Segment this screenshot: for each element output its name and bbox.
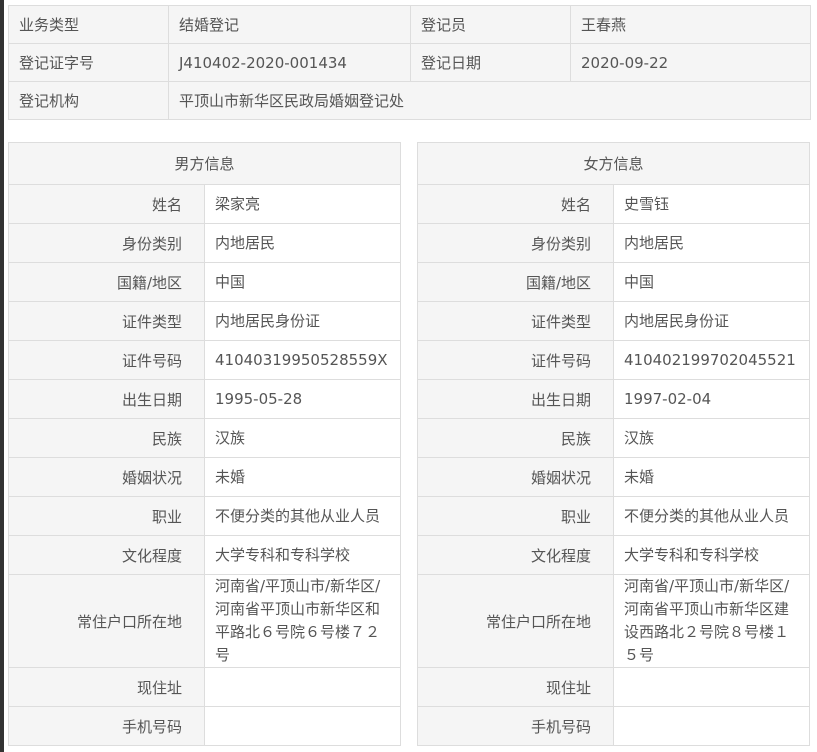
male-field-label: 文化程度: [8, 535, 205, 575]
male-field-value: 大学专科和专科学校: [204, 535, 401, 575]
table-row: 姓名 史雪钰: [417, 184, 810, 224]
registration-date-label: 登记日期: [410, 43, 571, 82]
table-row: 职业 不便分类的其他从业人员: [417, 496, 810, 536]
female-field-label: 文化程度: [417, 535, 614, 575]
table-row: 证件类型 内地居民身份证: [417, 301, 810, 341]
female-field-value: 中国: [613, 262, 810, 302]
male-field-value: 梁家亮: [204, 184, 401, 224]
table-row: 手机号码: [417, 706, 810, 746]
table-row: 证件号码 41040319950528559X: [8, 340, 401, 380]
male-field-value: 不便分类的其他从业人员: [204, 496, 401, 536]
female-field-label: 手机号码: [417, 706, 614, 746]
female-field-label: 民族: [417, 418, 614, 458]
female-field-label: 现住址: [417, 667, 614, 707]
male-field-value: 河南省/平顶山市/新华区/河南省平顶山市新华区和平路北６号院６号楼７２号: [204, 574, 401, 668]
male-field-label: 证件类型: [8, 301, 205, 341]
female-info-title: 女方信息: [417, 142, 810, 185]
male-field-label: 现住址: [8, 667, 205, 707]
registration-date-value: 2020-09-22: [570, 43, 811, 82]
female-field-value: 大学专科和专科学校: [613, 535, 810, 575]
table-row: 身份类别 内地居民: [8, 223, 401, 263]
table-row: 婚姻状况 未婚: [417, 457, 810, 497]
registration-org-label: 登记机构: [8, 81, 169, 120]
window-edge: [0, 0, 4, 752]
table-row: 常住户口所在地 河南省/平顶山市/新华区/河南省平顶山市新华区和平路北６号院６号楼…: [8, 574, 401, 668]
male-field-label: 出生日期: [8, 379, 205, 419]
table-row: 国籍/地区 中国: [8, 262, 401, 302]
table-row: 身份类别 内地居民: [417, 223, 810, 263]
female-field-label: 常住户口所在地: [417, 574, 614, 668]
female-field-label: 婚姻状况: [417, 457, 614, 497]
certificate-number-label: 登记证字号: [8, 43, 169, 82]
table-row: 手机号码: [8, 706, 401, 746]
table-row: 业务类型 结婚登记 登记员 王春燕: [8, 5, 811, 44]
table-row: 登记机构 平顶山市新华区民政局婚姻登记处: [8, 81, 811, 120]
table-row: 证件类型 内地居民身份证: [8, 301, 401, 341]
table-row: 民族 汉族: [417, 418, 810, 458]
female-field-value: 内地居民身份证: [613, 301, 810, 341]
female-field-value: [613, 667, 810, 707]
female-field-value: 不便分类的其他从业人员: [613, 496, 810, 536]
registrar-value: 王春燕: [570, 5, 811, 44]
registrar-label: 登记员: [410, 5, 571, 44]
female-field-value: 未婚: [613, 457, 810, 497]
female-field-value: 410402199702045521: [613, 340, 810, 380]
male-field-value: 未婚: [204, 457, 401, 497]
male-field-label: 职业: [8, 496, 205, 536]
table-row: 婚姻状况 未婚: [8, 457, 401, 497]
male-field-label: 姓名: [8, 184, 205, 224]
male-field-label: 身份类别: [8, 223, 205, 263]
male-field-label: 常住户口所在地: [8, 574, 205, 668]
female-field-value: 内地居民: [613, 223, 810, 263]
table-row: 现住址: [8, 667, 401, 707]
table-row: 登记证字号 J410402-2020-001434 登记日期 2020-09-2…: [8, 43, 811, 82]
business-type-label: 业务类型: [8, 5, 169, 44]
female-field-value: 汉族: [613, 418, 810, 458]
male-field-label: 手机号码: [8, 706, 205, 746]
male-field-value: 1995-05-28: [204, 379, 401, 419]
female-field-value: [613, 706, 810, 746]
male-field-value: 中国: [204, 262, 401, 302]
female-field-label: 证件号码: [417, 340, 614, 380]
male-field-label: 证件号码: [8, 340, 205, 380]
male-field-value: 41040319950528559X: [204, 340, 401, 380]
table-row: 国籍/地区 中国: [417, 262, 810, 302]
female-field-label: 姓名: [417, 184, 614, 224]
table-row: 职业 不便分类的其他从业人员: [8, 496, 401, 536]
table-row: 出生日期 1997-02-04: [417, 379, 810, 419]
female-field-value: 河南省/平顶山市/新华区/河南省平顶山市新华区建设西路北２号院８号楼１５号: [613, 574, 810, 668]
table-row: 证件号码 410402199702045521: [417, 340, 810, 380]
female-info-table: 女方信息 姓名 史雪钰 身份类别 内地居民 国籍/地区 中国 证件类型 内地居民身份证 证件号码…: [417, 142, 810, 746]
table-row: 文化程度 大学专科和专科学校: [8, 535, 401, 575]
female-field-label: 出生日期: [417, 379, 614, 419]
table-row: 常住户口所在地 河南省/平顶山市/新华区/河南省平顶山市新华区建设西路北２号院８号…: [417, 574, 810, 668]
table-row: 出生日期 1995-05-28: [8, 379, 401, 419]
male-field-value: 汉族: [204, 418, 401, 458]
female-field-label: 证件类型: [417, 301, 614, 341]
female-field-label: 国籍/地区: [417, 262, 614, 302]
table-row: 姓名 梁家亮: [8, 184, 401, 224]
female-field-label: 职业: [417, 496, 614, 536]
male-field-value: 内地居民: [204, 223, 401, 263]
male-field-value: 内地居民身份证: [204, 301, 401, 341]
registration-summary-table: 业务类型 结婚登记 登记员 王春燕 登记证字号 J410402-2020-001…: [8, 5, 811, 120]
female-field-value: 1997-02-04: [613, 379, 810, 419]
business-type-value: 结婚登记: [168, 5, 411, 44]
female-field-value: 史雪钰: [613, 184, 810, 224]
male-field-label: 国籍/地区: [8, 262, 205, 302]
female-field-label: 身份类别: [417, 223, 614, 263]
certificate-number-value: J410402-2020-001434: [168, 43, 411, 82]
male-field-label: 民族: [8, 418, 205, 458]
table-row: 民族 汉族: [8, 418, 401, 458]
table-row: 文化程度 大学专科和专科学校: [417, 535, 810, 575]
male-field-value: [204, 706, 401, 746]
table-row: 现住址: [417, 667, 810, 707]
male-info-title: 男方信息: [8, 142, 401, 185]
male-field-label: 婚姻状况: [8, 457, 205, 497]
registration-org-value: 平顶山市新华区民政局婚姻登记处: [168, 81, 811, 120]
male-field-value: [204, 667, 401, 707]
male-info-table: 男方信息 姓名 梁家亮 身份类别 内地居民 国籍/地区 中国 证件类型 内地居民身份证 证件号码…: [8, 142, 401, 746]
